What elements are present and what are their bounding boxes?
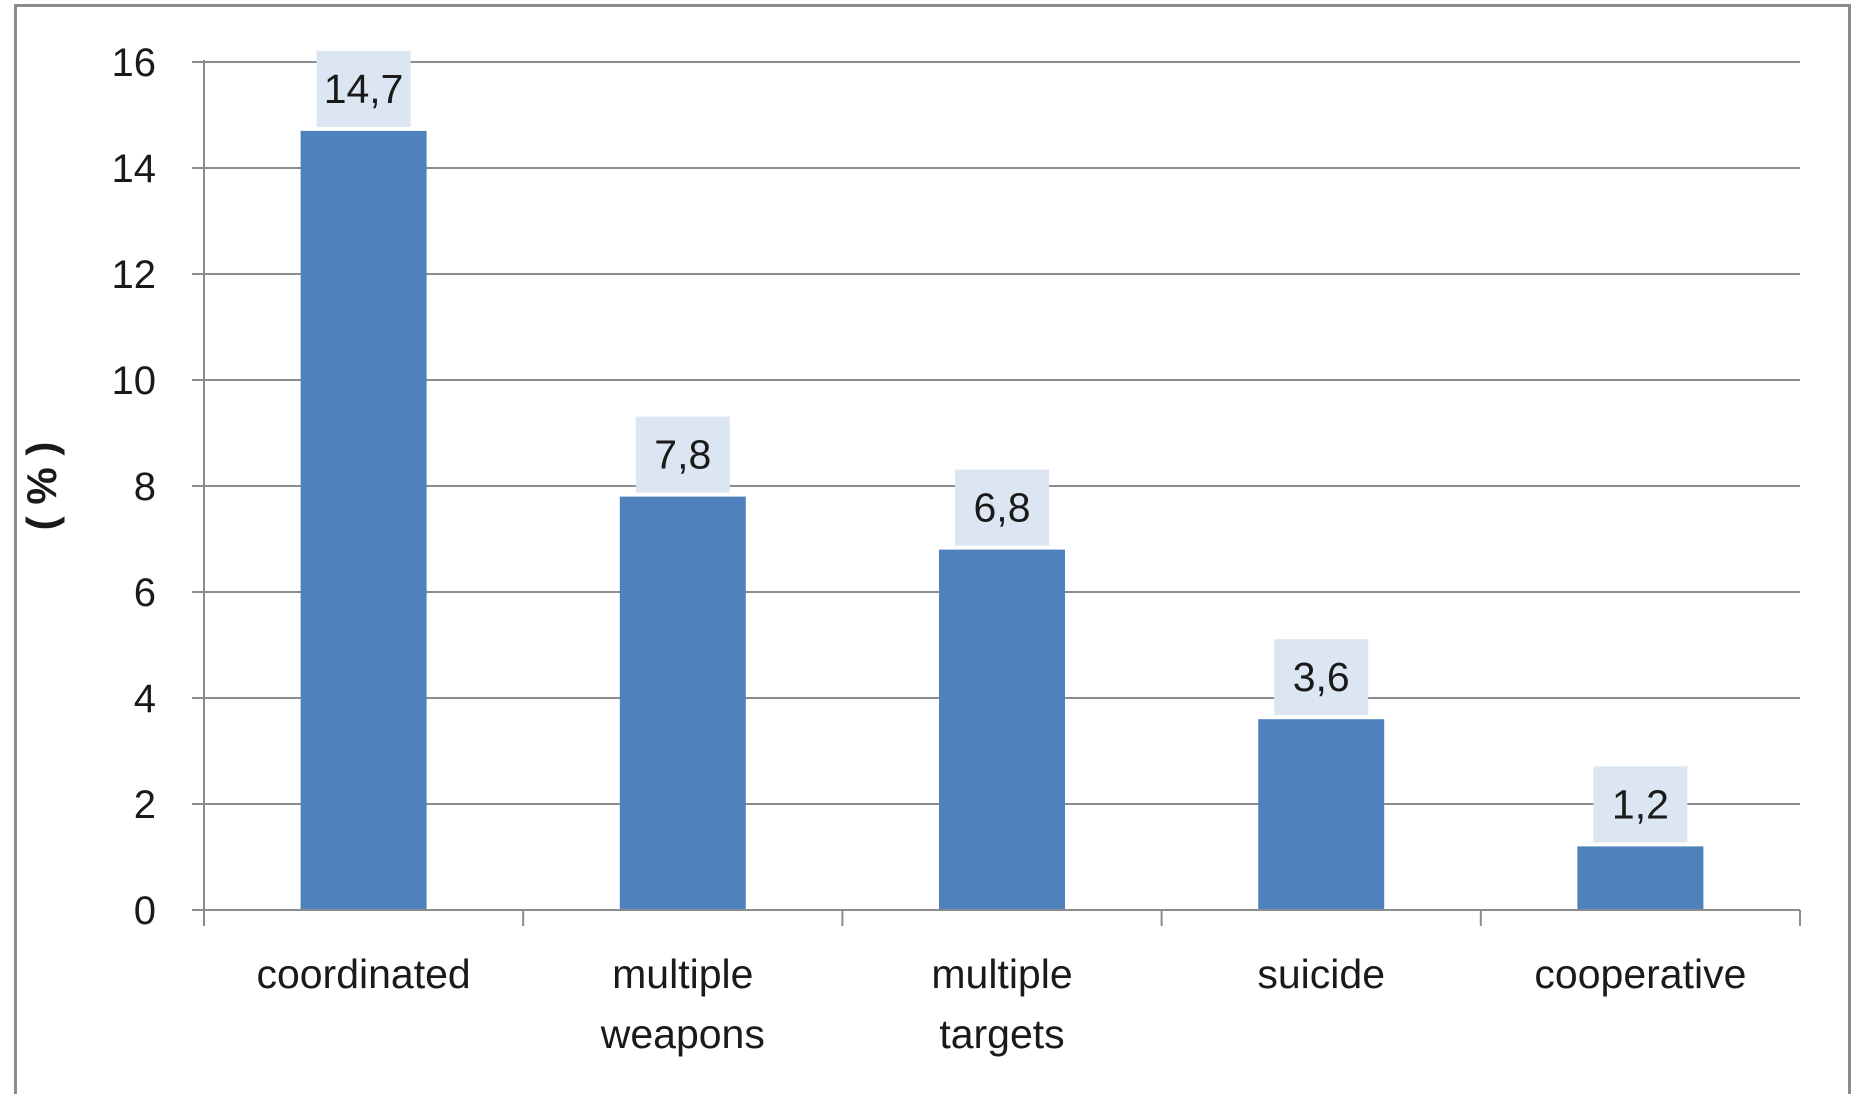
x-tick-label: targets [939,1011,1064,1057]
y-tick-label: 4 [134,677,156,721]
bar [1258,719,1385,910]
x-tick-labels: coordinated multiple weapons multiple target… [256,951,1746,1057]
bar [300,130,427,910]
y-tick-label: 10 [112,359,157,403]
y-tick-label: 0 [134,889,156,933]
data-label-box [1593,766,1688,843]
bar [619,496,746,910]
data-label: 3,6 [1293,654,1350,700]
y-tick-label: 12 [112,253,157,297]
bar [1577,846,1704,910]
axes [192,60,1801,926]
x-tick-label: coordinated [256,951,470,997]
y-tick-labels: 0 2 4 6 8 10 12 14 16 [112,41,157,933]
data-label: 1,2 [1612,781,1669,827]
data-label-box [955,469,1049,546]
data-labels: 14,7 7,8 6,8 3,6 1,2 [316,50,1688,843]
x-tick-label: cooperative [1534,951,1746,997]
y-tick-label: 14 [112,147,157,191]
y-tick-label: 8 [134,465,156,509]
y-axis-title: ( % ) [18,442,65,531]
data-label: 7,8 [654,432,711,478]
x-tick-label: weapons [600,1011,765,1057]
y-tick-label: 2 [134,783,156,827]
y-tick-label: 6 [134,571,156,615]
data-label: 14,7 [324,66,404,112]
bar [939,549,1065,910]
data-label-box [635,416,730,493]
data-label-box [1274,639,1369,716]
data-label-box [316,50,411,127]
x-tick-label: multiple [612,951,753,997]
y-tick-label: 16 [112,41,157,85]
bars [300,130,1704,910]
x-tick-label: suicide [1257,951,1385,997]
data-label: 6,8 [974,485,1031,531]
x-tick-label: multiple [931,951,1072,997]
